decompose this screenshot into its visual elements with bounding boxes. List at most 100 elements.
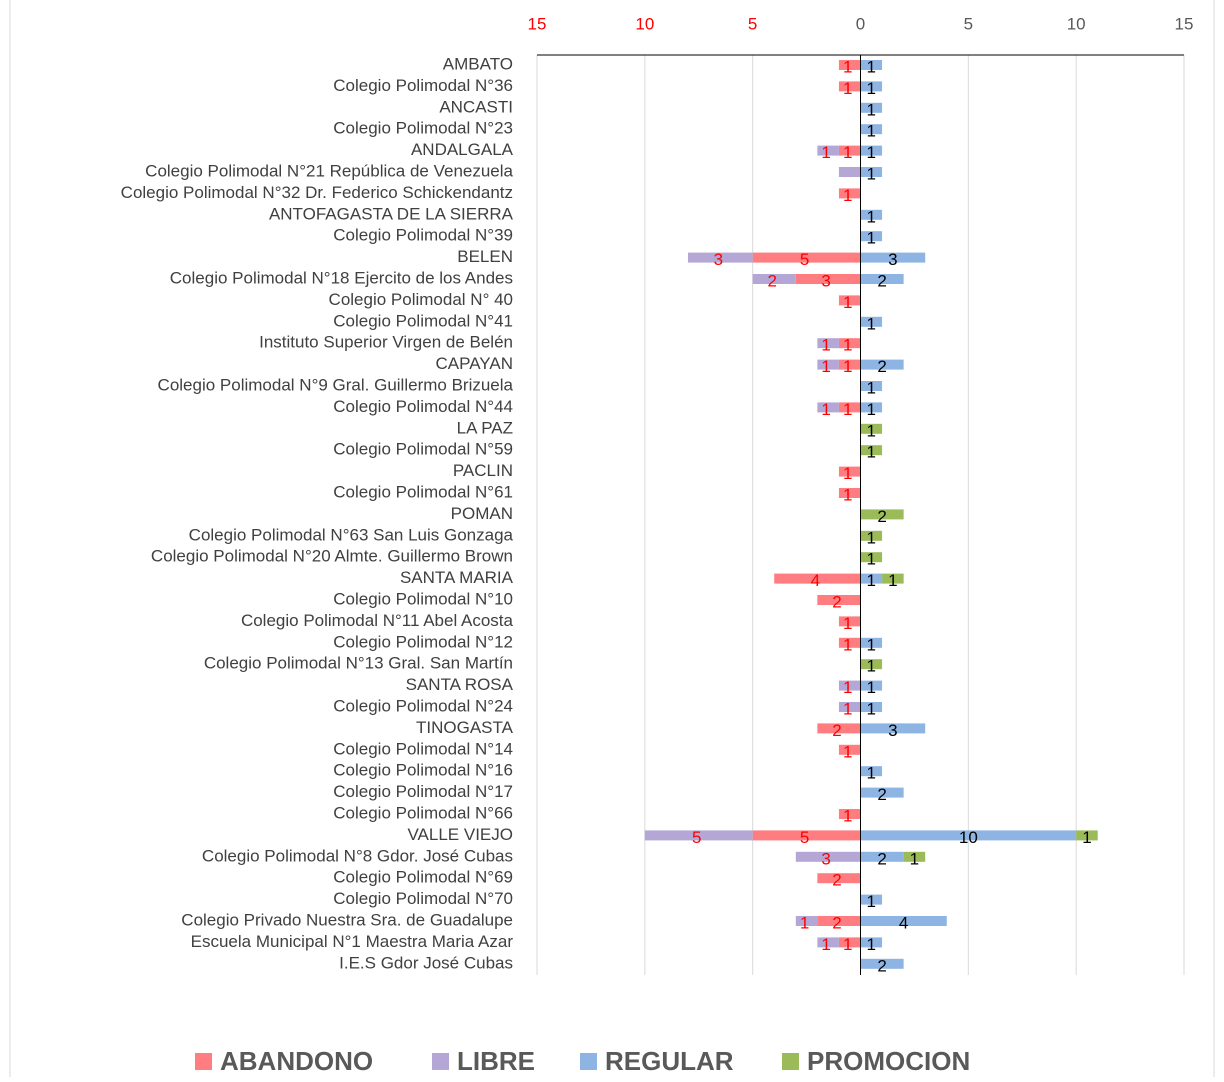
category-label: Colegio Polimodal N°59 — [333, 440, 513, 459]
category-label: Colegio Polimodal N°9 Gral. Guillermo Br… — [158, 375, 514, 394]
legend-label: PROMOCION — [807, 1046, 970, 1076]
legend-label: ABANDONO — [220, 1046, 373, 1076]
data-label: 1 — [867, 421, 876, 440]
category-label: POMAN — [451, 504, 513, 523]
data-label: 1 — [867, 635, 876, 654]
bar — [860, 894, 883, 905]
bar — [860, 102, 883, 113]
bar — [860, 445, 883, 456]
chart-border — [9, 0, 1215, 1082]
bar — [838, 359, 861, 370]
category-label: Colegio Polimodal N°14 — [333, 739, 513, 758]
bar — [860, 723, 926, 734]
data-label: 5 — [692, 828, 701, 847]
data-label: 4 — [811, 571, 820, 590]
category-label: LA PAZ — [457, 418, 513, 437]
data-label: 2 — [832, 592, 841, 611]
category-label: Colegio Polimodal N°24 — [333, 696, 513, 715]
bar — [687, 252, 753, 263]
bar — [817, 723, 861, 734]
bar — [1076, 830, 1098, 841]
data-label: 1 — [867, 764, 876, 783]
bar — [838, 145, 861, 156]
category-label: I.E.S Gdor José Cubas — [339, 953, 513, 972]
category-label: ANTOFAGASTA DE LA SIERRA — [269, 204, 514, 223]
category-label: ANDALGALA — [411, 140, 514, 159]
bar — [860, 787, 904, 798]
data-label: 1 — [867, 699, 876, 718]
bar — [838, 744, 861, 755]
data-label: 1 — [867, 528, 876, 547]
data-label: 1 — [843, 57, 852, 76]
data-label: 3 — [714, 250, 723, 269]
data-label: 1 — [867, 100, 876, 119]
category-label: Colegio Polimodal N°41 — [333, 311, 513, 330]
bar — [774, 573, 861, 584]
data-label: 2 — [877, 507, 886, 526]
category-label: Instituto Superior Virgen de Belén — [259, 333, 513, 352]
category-label: Colegio Polimodal N°17 — [333, 782, 513, 801]
x-tick-label: 15 — [528, 14, 547, 33]
bar — [860, 145, 883, 156]
bar — [817, 916, 861, 926]
bar — [860, 958, 904, 969]
bar — [752, 830, 861, 841]
category-label: Escuela Municipal N°1 Maestra Maria Azar — [191, 932, 514, 951]
data-label: 2 — [832, 871, 841, 890]
data-label: 1 — [867, 400, 876, 419]
category-label: PACLIN — [453, 461, 513, 480]
bar — [838, 616, 861, 627]
bar — [860, 552, 883, 563]
data-label: 2 — [877, 785, 886, 804]
bar — [838, 637, 861, 648]
category-label: SANTA ROSA — [406, 675, 514, 694]
data-label: 1 — [843, 614, 852, 633]
data-label: 1 — [821, 336, 830, 355]
data-label: 5 — [800, 250, 809, 269]
category-label: Colegio Polimodal N°44 — [333, 397, 513, 416]
legend-swatch — [782, 1053, 799, 1070]
bar — [795, 851, 861, 862]
category-label: ANCASTI — [439, 97, 513, 116]
bar — [817, 937, 839, 948]
bar — [860, 659, 883, 670]
category-label: Colegio Polimodal N°61 — [333, 482, 513, 501]
data-label: 1 — [867, 122, 876, 141]
category-label: Colegio Polimodal N°39 — [333, 226, 513, 245]
data-label: 1 — [800, 913, 809, 932]
bar — [838, 167, 861, 177]
x-tick-label: 15 — [1175, 14, 1194, 33]
x-tick-label: 10 — [1067, 14, 1086, 33]
bar — [860, 423, 883, 434]
category-label: Colegio Polimodal N°11 Abel Acosta — [241, 611, 514, 630]
category-label: Colegio Polimodal N°36 — [333, 76, 513, 95]
bar — [882, 573, 904, 584]
bar — [838, 937, 861, 948]
bar — [838, 338, 861, 349]
category-label: Colegio Polimodal N°23 — [333, 119, 513, 138]
data-label: 1 — [843, 400, 852, 419]
data-label: 1 — [867, 657, 876, 676]
data-label: 1 — [843, 806, 852, 825]
bar — [752, 274, 796, 284]
bar — [817, 595, 861, 605]
bar — [838, 466, 861, 477]
data-label: 3 — [821, 849, 830, 868]
data-label: 1 — [843, 742, 852, 761]
category-label: Colegio Polimodal N°20 Almte. Guillermo … — [151, 547, 513, 566]
bar — [817, 402, 839, 413]
category-label: Colegio Polimodal N°70 — [333, 889, 513, 908]
data-label: 1 — [867, 57, 876, 76]
data-label: 1 — [843, 699, 852, 718]
category-label: CAPAYAN — [436, 354, 513, 373]
bar — [838, 488, 861, 498]
data-label: 1 — [843, 678, 852, 697]
bar — [860, 509, 904, 520]
data-label: 1 — [867, 164, 876, 183]
data-label: 2 — [877, 357, 886, 376]
data-label: 3 — [888, 250, 897, 269]
bar — [860, 167, 883, 177]
category-label: Colegio Polimodal N°21 República de Vene… — [145, 161, 513, 180]
category-label: Colegio Polimodal N°8 Gdor. José Cubas — [202, 846, 513, 865]
